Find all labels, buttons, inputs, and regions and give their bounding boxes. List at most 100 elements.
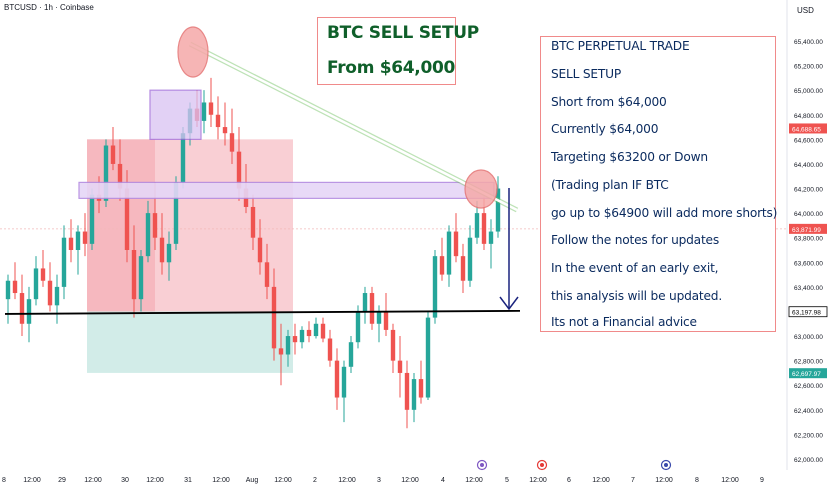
x-tick-label: 12:00 — [274, 477, 292, 484]
candle-body — [208, 102, 214, 115]
candle-body — [369, 293, 375, 324]
candle — [313, 317, 319, 339]
candle-body — [418, 379, 424, 398]
y-tick-label: 63,400.00 — [794, 285, 823, 292]
candles — [5, 77, 501, 429]
x-tick-label: 12:00 — [401, 477, 419, 484]
candle — [285, 329, 291, 367]
candle — [47, 262, 53, 312]
price-label-text: 63,197.98 — [792, 310, 821, 317]
candle-body — [180, 133, 186, 183]
candle-body — [460, 256, 466, 281]
x-tick-label: 8 — [695, 477, 699, 484]
x-tick-label: 31 — [184, 477, 192, 484]
x-tick-label: 12:00 — [592, 477, 610, 484]
candle-body — [19, 293, 25, 324]
x-tick-label: 5 — [505, 477, 509, 484]
high-box — [149, 89, 202, 140]
candle — [439, 237, 445, 281]
candle-body — [68, 237, 74, 250]
candle-body — [271, 286, 277, 349]
candle-body — [397, 360, 403, 373]
time-axis: 8 12:00 29 12:00 30 12:00 31 12:00 Aug 12:00 2 12:0… — [2, 459, 764, 484]
candle — [327, 329, 333, 367]
candle-body — [404, 372, 410, 410]
support-line — [4, 309, 521, 315]
title-line-2: From $64,000 — [327, 58, 456, 78]
candle-body — [33, 268, 39, 300]
resistance-band — [78, 181, 495, 199]
candle — [229, 108, 235, 164]
candle — [432, 250, 438, 324]
candle-body — [222, 127, 228, 134]
target-arrow-head — [499, 296, 519, 311]
candle — [33, 256, 39, 306]
note-line: this analysis will be updated. — [551, 289, 722, 303]
candle-body — [82, 231, 88, 244]
candle-body — [40, 268, 46, 281]
candle-body — [278, 348, 284, 355]
candle — [54, 274, 60, 324]
candle-body — [481, 213, 487, 244]
candle-body — [229, 133, 235, 152]
y-tick-label: 62,000.00 — [794, 457, 823, 464]
y-tick-label: 63,000.00 — [794, 334, 823, 341]
y-tick-label: 65,400.00 — [794, 39, 823, 46]
candle-body — [474, 213, 480, 238]
candle-body — [488, 231, 494, 244]
y-tick-label: 63,800.00 — [794, 236, 823, 243]
candle — [369, 286, 375, 330]
note-line: go up to $64900 will add more shorts) — [551, 206, 778, 220]
candle — [271, 268, 277, 361]
title-box[interactable]: BTC SELL SETUP From $64,000 — [317, 17, 479, 85]
candle-body — [453, 231, 459, 257]
x-tick-label: 9 — [760, 477, 764, 484]
candle — [320, 317, 326, 343]
candle-body — [131, 250, 137, 300]
candle — [334, 348, 340, 410]
candle-body — [26, 299, 32, 324]
candle — [138, 250, 144, 312]
candle-body — [446, 231, 452, 275]
candle — [68, 219, 74, 263]
note-line: BTC PERPETUAL TRADE — [551, 39, 690, 53]
candle — [257, 219, 263, 275]
candle-body — [5, 280, 11, 300]
candle — [425, 311, 431, 400]
candle-body — [313, 323, 319, 337]
currency-label: USD — [797, 6, 814, 15]
candle — [488, 219, 494, 269]
candle-body — [110, 145, 116, 164]
candle-body — [47, 280, 53, 306]
symbol-label[interactable]: BTCUSD · 1h · Coinbase — [4, 3, 94, 12]
drawings — [4, 26, 521, 315]
top-circle — [177, 26, 209, 78]
candle — [5, 274, 11, 324]
candle-body — [411, 379, 417, 410]
price-label-bg — [789, 123, 827, 134]
y-tick-label: 64,800.00 — [794, 113, 823, 120]
candle-body — [264, 262, 270, 287]
y-tick-label: 62,200.00 — [794, 432, 823, 439]
y-tick-label: 64,400.00 — [794, 162, 823, 169]
candle-body — [201, 102, 207, 121]
x-tick-label: 12:00 — [465, 477, 483, 484]
candle-body — [320, 323, 326, 339]
note-line: SELL SETUP — [551, 67, 622, 81]
x-tick-label: 30 — [121, 477, 129, 484]
event-marker-dot — [664, 463, 668, 467]
x-tick-label: 12:00 — [338, 477, 356, 484]
candle — [166, 231, 172, 281]
y-tick-label: 62,400.00 — [794, 408, 823, 415]
candle — [110, 127, 116, 171]
candle — [411, 372, 417, 423]
candle-body — [306, 329, 312, 337]
event-marker-dot — [540, 463, 544, 467]
note-line: (Trading plan IF BTC — [551, 178, 669, 192]
notes-box[interactable]: BTC PERPETUAL TRADE SELL SETUP Short fro… — [540, 36, 778, 332]
candle — [453, 213, 459, 263]
x-tick-label: 7 — [631, 477, 635, 484]
note-line: Follow the notes for updates — [551, 233, 719, 247]
